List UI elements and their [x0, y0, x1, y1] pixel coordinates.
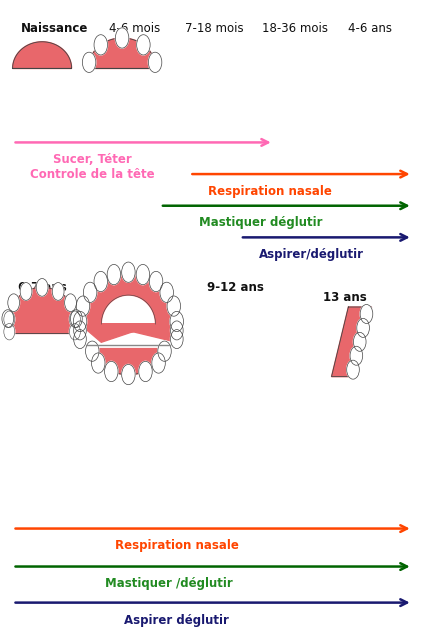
Text: Mastiquer /déglutir: Mastiquer /déglutir	[104, 577, 232, 591]
Polygon shape	[13, 42, 72, 68]
Circle shape	[139, 361, 152, 382]
Circle shape	[350, 346, 362, 365]
Text: 9-12 ans: 9-12 ans	[207, 281, 264, 294]
Circle shape	[170, 311, 184, 332]
Circle shape	[171, 321, 183, 340]
Text: 4-6 mois: 4-6 mois	[109, 22, 160, 35]
Text: Respiration nasale: Respiration nasale	[115, 539, 239, 553]
Polygon shape	[80, 272, 177, 342]
Circle shape	[76, 296, 90, 316]
Polygon shape	[92, 349, 165, 375]
Circle shape	[36, 279, 48, 296]
Circle shape	[347, 360, 359, 379]
Circle shape	[83, 282, 97, 303]
Text: 18-36 mois: 18-36 mois	[262, 22, 328, 35]
Circle shape	[69, 311, 80, 327]
Circle shape	[152, 353, 165, 373]
Circle shape	[85, 341, 99, 361]
Circle shape	[91, 353, 105, 373]
Text: Aspirer/déglutir: Aspirer/déglutir	[259, 248, 364, 261]
Polygon shape	[88, 38, 156, 68]
Circle shape	[94, 272, 107, 292]
Circle shape	[4, 323, 15, 340]
Circle shape	[69, 323, 80, 340]
Circle shape	[83, 52, 96, 72]
Text: Mastiquer déglutir: Mastiquer déglutir	[199, 216, 323, 230]
Circle shape	[148, 52, 162, 72]
Circle shape	[8, 294, 19, 311]
Text: 13 ans: 13 ans	[323, 291, 367, 304]
Text: Respiration nasale: Respiration nasale	[208, 185, 331, 198]
Circle shape	[167, 296, 181, 316]
Circle shape	[74, 321, 86, 340]
Circle shape	[4, 311, 15, 327]
Text: 6-7 ans: 6-7 ans	[18, 281, 67, 294]
Circle shape	[52, 282, 64, 300]
Circle shape	[104, 361, 118, 382]
Circle shape	[149, 272, 163, 292]
Circle shape	[171, 330, 183, 349]
Circle shape	[357, 318, 370, 337]
Text: Sucer, Téter
Controle de la tête: Sucer, Téter Controle de la tête	[30, 153, 155, 181]
Circle shape	[65, 294, 77, 311]
Text: 4-6 ans: 4-6 ans	[349, 22, 392, 35]
Text: 7-9 ans: 7-9 ans	[102, 281, 151, 294]
Circle shape	[353, 332, 366, 351]
Circle shape	[158, 341, 171, 361]
Circle shape	[136, 265, 149, 285]
Circle shape	[74, 330, 86, 349]
Circle shape	[94, 35, 107, 55]
Text: 7-18 mois: 7-18 mois	[185, 22, 244, 35]
Circle shape	[20, 282, 32, 300]
Polygon shape	[332, 307, 371, 377]
Circle shape	[122, 262, 135, 282]
Circle shape	[107, 265, 121, 285]
Circle shape	[122, 365, 135, 385]
Circle shape	[160, 282, 173, 303]
Circle shape	[2, 310, 14, 327]
Circle shape	[70, 310, 82, 327]
Circle shape	[115, 28, 129, 48]
Polygon shape	[8, 287, 76, 334]
Text: Naissance: Naissance	[21, 22, 88, 35]
Circle shape	[360, 304, 373, 323]
Text: Aspirer déglutir: Aspirer déglutir	[124, 614, 229, 627]
Circle shape	[137, 35, 150, 55]
Circle shape	[73, 311, 87, 332]
